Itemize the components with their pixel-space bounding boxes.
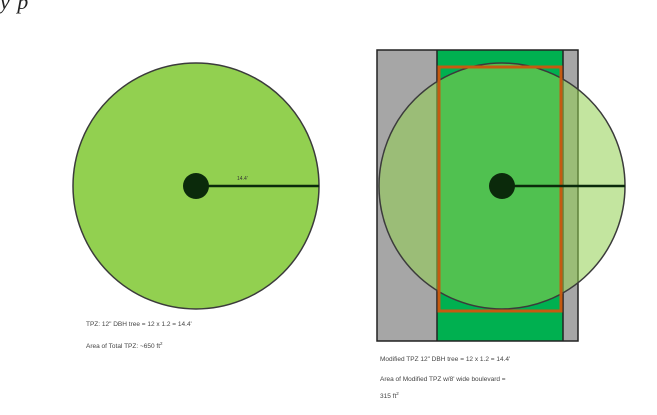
radius-label: 14.4'	[237, 176, 248, 182]
modified-tpz-diagram	[376, 49, 626, 342]
tree-trunk	[183, 173, 209, 199]
right-caption-area-exponent: 2	[396, 391, 399, 396]
left-caption-line2: Area of Total TPZ: ~650 ft2	[86, 341, 163, 351]
full-tpz-diagram: 14.4'	[72, 62, 320, 310]
left-caption-line1: TPZ: 12" DBH tree = 12 x 1.2 = 14.4'	[86, 321, 192, 328]
protective-fence	[437, 65, 563, 313]
right-caption-line3: 315 ft2	[380, 391, 399, 401]
top-cutoff-text: y p	[0, 0, 30, 14]
right-caption-line2: Area of Modified TPZ w/8' wide boulevard…	[380, 376, 506, 383]
right-caption-line1: Modified TPZ 12" DBH tree = 12 x 1.2 = 1…	[380, 356, 511, 363]
right-caption-area: 315 ft	[380, 393, 397, 401]
tree-trunk	[489, 173, 515, 199]
left-caption-area-exponent: 2	[160, 341, 163, 346]
left-caption-area: Area of Total TPZ: ~650 ft	[86, 343, 161, 351]
